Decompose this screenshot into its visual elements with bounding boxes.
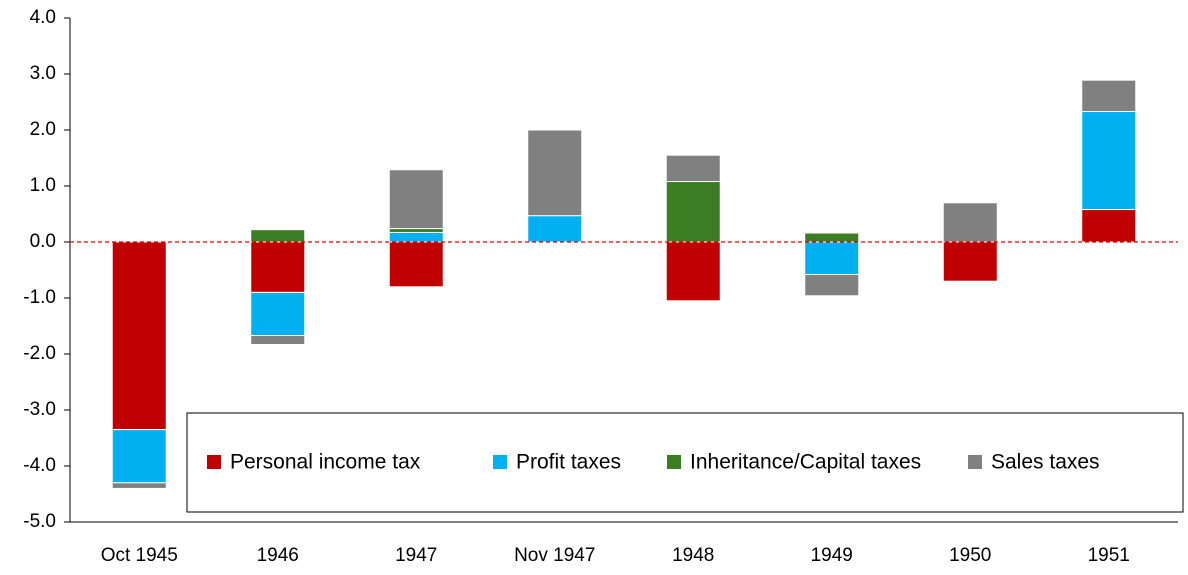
bar-segment bbox=[804, 232, 860, 243]
bar-segment bbox=[942, 241, 998, 282]
legend-swatch bbox=[207, 455, 221, 469]
legend-box bbox=[186, 412, 1184, 513]
bar-segment bbox=[250, 335, 306, 345]
y-tick-label: 3.0 bbox=[30, 63, 56, 84]
bar-segment bbox=[1081, 209, 1137, 243]
bar-segment bbox=[665, 181, 721, 243]
x-tick-label: 1950 bbox=[949, 545, 991, 566]
bar-segment bbox=[665, 154, 721, 183]
bar-segment bbox=[527, 215, 583, 243]
bar-segment bbox=[111, 429, 167, 484]
bar-segment bbox=[388, 169, 444, 230]
x-tick-label: 1948 bbox=[672, 545, 714, 566]
bar-segment bbox=[388, 241, 444, 288]
bar-segment bbox=[111, 241, 167, 431]
y-tick-label: -3.0 bbox=[23, 399, 56, 420]
bar-segment bbox=[111, 482, 167, 489]
bar-segment bbox=[1081, 111, 1137, 211]
y-tick-label: 4.0 bbox=[30, 7, 56, 28]
x-tick-label: 1947 bbox=[395, 545, 437, 566]
bar-segment bbox=[804, 273, 860, 297]
x-tick-label: Oct 1945 bbox=[101, 545, 178, 566]
bar-segment bbox=[527, 129, 583, 217]
y-tick-label: 1.0 bbox=[30, 175, 56, 196]
y-tick-label: -4.0 bbox=[23, 455, 56, 476]
bar-segment bbox=[804, 241, 860, 275]
bar-segment bbox=[250, 291, 306, 337]
bar-segment bbox=[1081, 79, 1137, 113]
x-tick-label: Nov 1947 bbox=[514, 545, 595, 566]
x-tick-label: 1949 bbox=[811, 545, 853, 566]
y-tick-label: -1.0 bbox=[23, 287, 56, 308]
legend-swatch bbox=[968, 455, 982, 469]
legend-label: Profit taxes bbox=[516, 451, 621, 474]
bar-segment bbox=[388, 231, 444, 243]
bar-segment bbox=[942, 202, 998, 243]
legend-swatch bbox=[493, 455, 507, 469]
y-tick-label: 2.0 bbox=[30, 119, 56, 140]
legend-label: Personal income tax bbox=[230, 451, 421, 474]
legend-swatch bbox=[667, 455, 681, 469]
y-tick-label: -2.0 bbox=[23, 343, 56, 364]
legend-label: Sales taxes bbox=[991, 451, 1100, 474]
bar-segment bbox=[250, 241, 306, 293]
bar-segment bbox=[665, 241, 721, 302]
y-tick-label: -5.0 bbox=[23, 511, 56, 532]
bar-segment bbox=[250, 229, 306, 243]
y-tick-label: 0.0 bbox=[30, 231, 56, 252]
legend-label: Inheritance/Capital taxes bbox=[690, 451, 921, 474]
bar-segment bbox=[388, 228, 444, 233]
x-tick-label: 1946 bbox=[257, 545, 299, 566]
x-tick-label: 1951 bbox=[1088, 545, 1130, 566]
